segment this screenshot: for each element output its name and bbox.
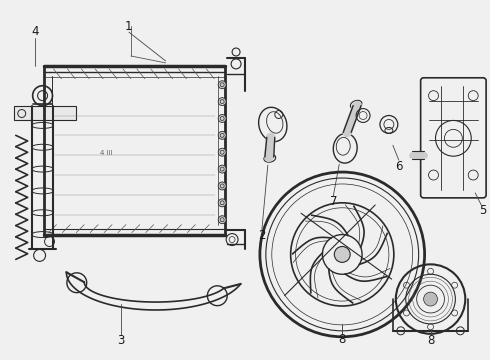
Text: 2: 2: [258, 229, 266, 242]
Polygon shape: [14, 105, 76, 121]
Text: 1: 1: [125, 20, 133, 33]
Text: 4: 4: [31, 24, 38, 38]
Text: 5: 5: [479, 204, 487, 217]
Circle shape: [218, 216, 226, 224]
Circle shape: [218, 81, 226, 89]
Circle shape: [218, 199, 226, 207]
Text: 8: 8: [339, 333, 346, 346]
Circle shape: [218, 182, 226, 190]
Circle shape: [218, 131, 226, 139]
Circle shape: [218, 114, 226, 122]
Circle shape: [334, 247, 350, 262]
Text: 7: 7: [330, 195, 337, 208]
Circle shape: [424, 292, 438, 306]
Text: 8: 8: [427, 334, 434, 347]
Circle shape: [218, 165, 226, 173]
Text: 6: 6: [395, 159, 403, 172]
Text: 3: 3: [117, 334, 124, 347]
Circle shape: [218, 98, 226, 105]
Text: 4 III: 4 III: [100, 150, 112, 156]
Circle shape: [218, 148, 226, 156]
